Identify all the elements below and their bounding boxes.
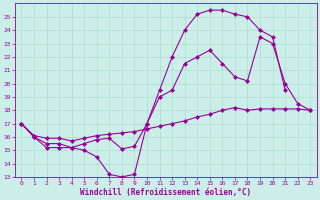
X-axis label: Windchill (Refroidissement éolien,°C): Windchill (Refroidissement éolien,°C) [80,188,252,197]
